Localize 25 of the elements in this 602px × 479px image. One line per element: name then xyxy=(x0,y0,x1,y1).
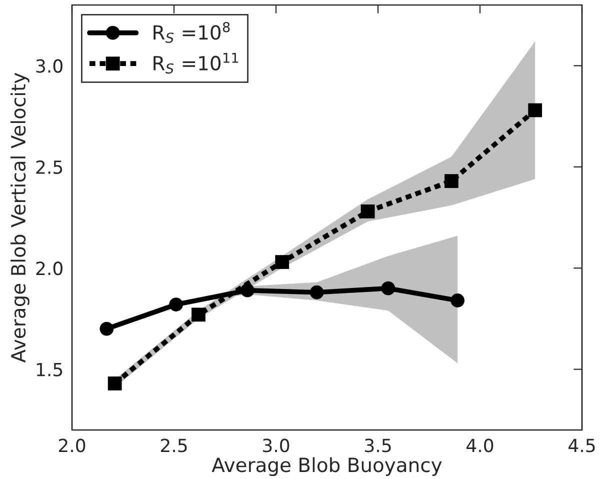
x-tick-label: 2.5 xyxy=(160,438,187,452)
y-tick-label: 1.5 xyxy=(36,362,62,376)
point xyxy=(528,103,542,118)
legend-label: R$_{S}$ =10$^{11}$ xyxy=(154,52,238,74)
x-tick-label: 2.0 xyxy=(58,438,86,452)
point xyxy=(169,298,183,312)
x-tick-label: 3.5 xyxy=(365,438,391,452)
point xyxy=(381,281,396,296)
y-axis-title: Average Blob Vertical Velocity xyxy=(10,72,30,363)
y-tick-label: 2.0 xyxy=(36,262,62,276)
x-tick-label: 4.0 xyxy=(466,438,494,452)
point xyxy=(444,174,458,188)
point xyxy=(360,204,375,218)
y-tick-label: 3.0 xyxy=(36,59,62,73)
point xyxy=(100,322,114,336)
y-tick-label: 2.5 xyxy=(36,160,62,174)
point xyxy=(108,376,122,390)
point xyxy=(310,285,324,300)
point xyxy=(192,308,206,322)
legend-label: R$_{S}$ =10$^{8}$ xyxy=(154,22,230,43)
x-tick-label: 4.5 xyxy=(568,438,595,452)
x-tick-label: 3.0 xyxy=(263,438,290,452)
x-axis-title: Average Blob Buoyancy xyxy=(212,457,442,476)
point xyxy=(275,255,290,269)
point xyxy=(450,294,465,308)
